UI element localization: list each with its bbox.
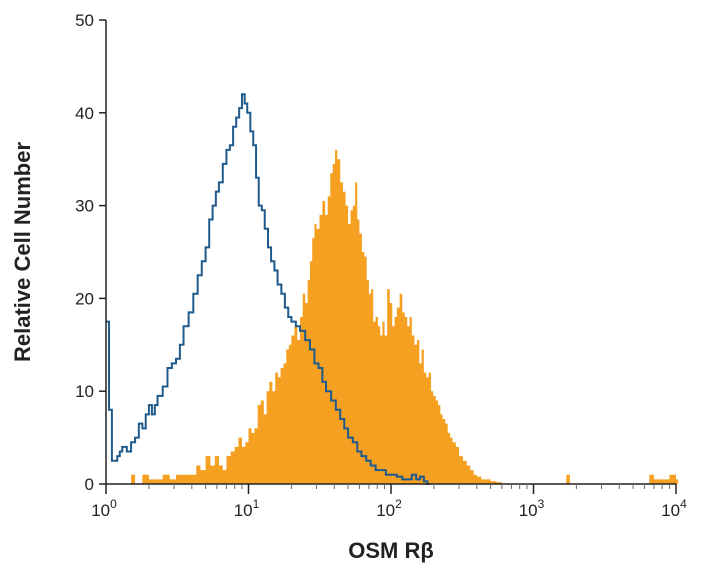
y-tick-label: 0 xyxy=(85,475,94,494)
x-tick-label: 101 xyxy=(234,497,260,520)
histogram-filled-series xyxy=(126,149,678,485)
y-tick-label: 40 xyxy=(75,104,94,123)
y-tick-label: 20 xyxy=(75,289,94,308)
y-tick-label: 30 xyxy=(75,197,94,216)
x-tick-label: 100 xyxy=(91,497,117,520)
y-tick-label: 50 xyxy=(75,11,94,30)
x-tick-label: 103 xyxy=(519,497,545,520)
x-tick-label: 104 xyxy=(661,497,687,520)
x-axis-title: OSM Rβ xyxy=(348,538,434,563)
histogram-series xyxy=(106,93,678,485)
histogram-outline-series xyxy=(106,93,430,485)
x-axis-ticks: 100 101 102 103 104 xyxy=(91,484,687,520)
x-tick-label: 102 xyxy=(376,497,402,520)
y-axis-ticks: 0 10 20 30 40 50 xyxy=(75,11,106,494)
y-tick-label: 10 xyxy=(75,382,94,401)
y-axis-title: Relative Cell Number xyxy=(10,142,35,363)
